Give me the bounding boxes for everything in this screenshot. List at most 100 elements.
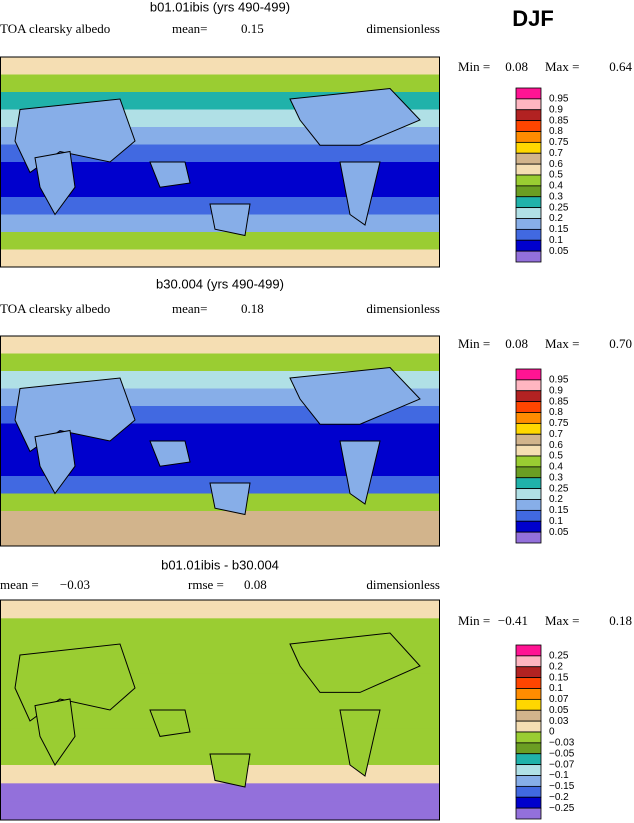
stat-label: mean= [172,21,207,36]
map-band [0,618,440,638]
continent [209,482,251,516]
colorbar-box [515,444,542,457]
colorbar-label: −0.07 [549,759,575,770]
colorbar-box [515,796,542,809]
colorbar-box [515,422,542,435]
colorbar-label: 0.95 [549,375,569,386]
colorbar-box [515,764,542,776]
stat-value: 0.08 [244,577,267,592]
season-label: DJF [512,6,554,31]
min-label: Min = [458,336,490,351]
units-label: dimensionless [366,577,440,592]
colorbar-label: 0.2 [549,661,563,672]
colorbar-label: 0.4 [549,462,563,473]
continent [14,377,136,453]
colorbar-label: 0.1 [549,235,563,246]
colorbar-label: 0.15 [549,224,569,235]
continent [14,98,136,174]
map-band [0,249,440,268]
colorbar-label: 0.9 [549,385,563,396]
min-label: Min = [458,613,490,628]
map [0,335,440,547]
map-frame [0,599,440,821]
max-label: Max = [545,336,579,351]
colorbar-box [515,455,542,468]
continent [339,161,381,226]
continent [14,643,136,722]
stat-value: 0.18 [241,301,264,316]
colorbar-box [515,720,542,733]
colorbar-label: 0.7 [549,429,563,440]
continent [339,709,381,777]
mean-value: −0.03 [60,577,90,592]
colorbar-label: 0.03 [549,716,569,727]
colorbar-label: −0.1 [549,770,569,781]
colorbar-label: 0.05 [549,527,569,538]
panel-title: b01.01ibis (yrs 490-499) [150,0,290,14]
colorbar-box [515,509,542,522]
map-band [0,74,440,93]
colorbar-box [515,390,542,403]
colorbar-box [515,218,542,230]
colorbar-label: 0.5 [549,451,563,462]
colorbar-box [515,785,542,798]
colorbar-box [515,731,542,744]
colorbar-box [515,379,542,392]
continent [209,203,251,237]
map-band [0,458,440,477]
colorbar-label: 0.15 [549,505,569,516]
colorbar-box [515,807,542,820]
map-band [0,336,440,354]
max-label: Max = [545,59,579,74]
colorbar-label: −0.15 [549,781,575,792]
min-value: −0.41 [498,613,528,628]
map-frame [0,335,440,547]
map-band [0,783,440,803]
colorbar-box [515,466,542,479]
variable-label: mean = [0,577,39,592]
continent [289,632,421,693]
colorbar-box [515,688,542,700]
continent [209,753,251,788]
continent [34,698,76,766]
continent [149,161,191,188]
colorbar-box [515,239,542,252]
colorbar-label: 0.85 [549,115,569,126]
colorbar-label: 0.05 [549,246,569,257]
colorbar-label: 0.3 [549,472,563,483]
colorbar-label: −0.03 [549,738,575,749]
colorbar-box [515,196,542,209]
continent [149,440,191,467]
colorbar-box [515,120,542,132]
map-band [0,162,440,180]
colorbar-label: 0.8 [549,126,563,137]
continent [149,709,191,737]
colorbar-label: 0.75 [549,137,569,148]
colorbar-box [515,677,542,689]
colorbar-label: 0.6 [549,440,563,451]
colorbar-box [515,499,542,511]
colorbar-label: 0.25 [549,202,569,213]
colorbar-label: 0.7 [549,148,563,159]
colorbar-box [515,141,542,154]
stat-label: rmse = [188,577,224,592]
colorbar-label: −0.2 [549,792,569,803]
colorbar-box [515,742,542,755]
map-band [0,728,440,748]
map-band [0,528,440,547]
colorbar-label: 0.8 [549,407,563,418]
colorbar-box [515,698,542,711]
colorbar-label: 0.2 [549,494,563,505]
colorbar-box [515,152,542,165]
colorbar-box [515,185,542,198]
colorbar-label: 0.1 [549,683,563,694]
stat-value: 0.15 [241,21,264,36]
units-label: dimensionless [366,301,440,316]
map-band [0,710,440,729]
colorbar-box [515,109,542,122]
map-band [0,353,440,372]
colorbar-box [515,368,542,381]
max-label: Max = [545,613,579,628]
colorbar-label: 0.5 [549,170,563,181]
min-value: 0.08 [505,336,528,351]
